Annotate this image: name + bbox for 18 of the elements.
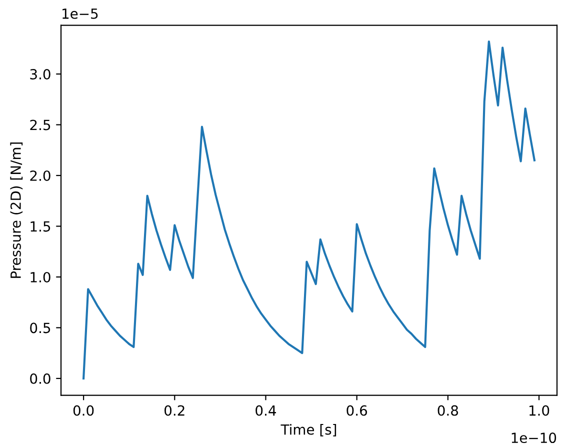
x-tick-label: 0.6 [346, 405, 367, 416]
y-axis-title: Pressure (2D) [N/m] [10, 142, 23, 278]
x-tick-label: 0.2 [164, 405, 184, 416]
line-series [82, 40, 536, 380]
y-tick-label: 3.0 [30, 68, 50, 80]
x-tick-label: 0.4 [256, 405, 276, 416]
x-tick-label: 1.0 [529, 405, 550, 416]
y-tick-label: 1.0 [30, 272, 50, 282]
x-tick-label: 0.8 [438, 405, 458, 416]
y-tick-label: 0.0 [30, 373, 50, 384]
y-tick-label: 1.5 [30, 221, 50, 232]
text: 1e−10 [512, 432, 556, 444]
text: 1e−5 [62, 8, 98, 19]
x-axis-title: Time [s] [280, 424, 336, 436]
y-tick-label: 0.5 [30, 322, 50, 334]
y-tick-label: 2.0 [30, 170, 50, 181]
y-tick-label: 2.5 [30, 120, 50, 130]
x-tick-label: 0.0 [73, 405, 94, 416]
